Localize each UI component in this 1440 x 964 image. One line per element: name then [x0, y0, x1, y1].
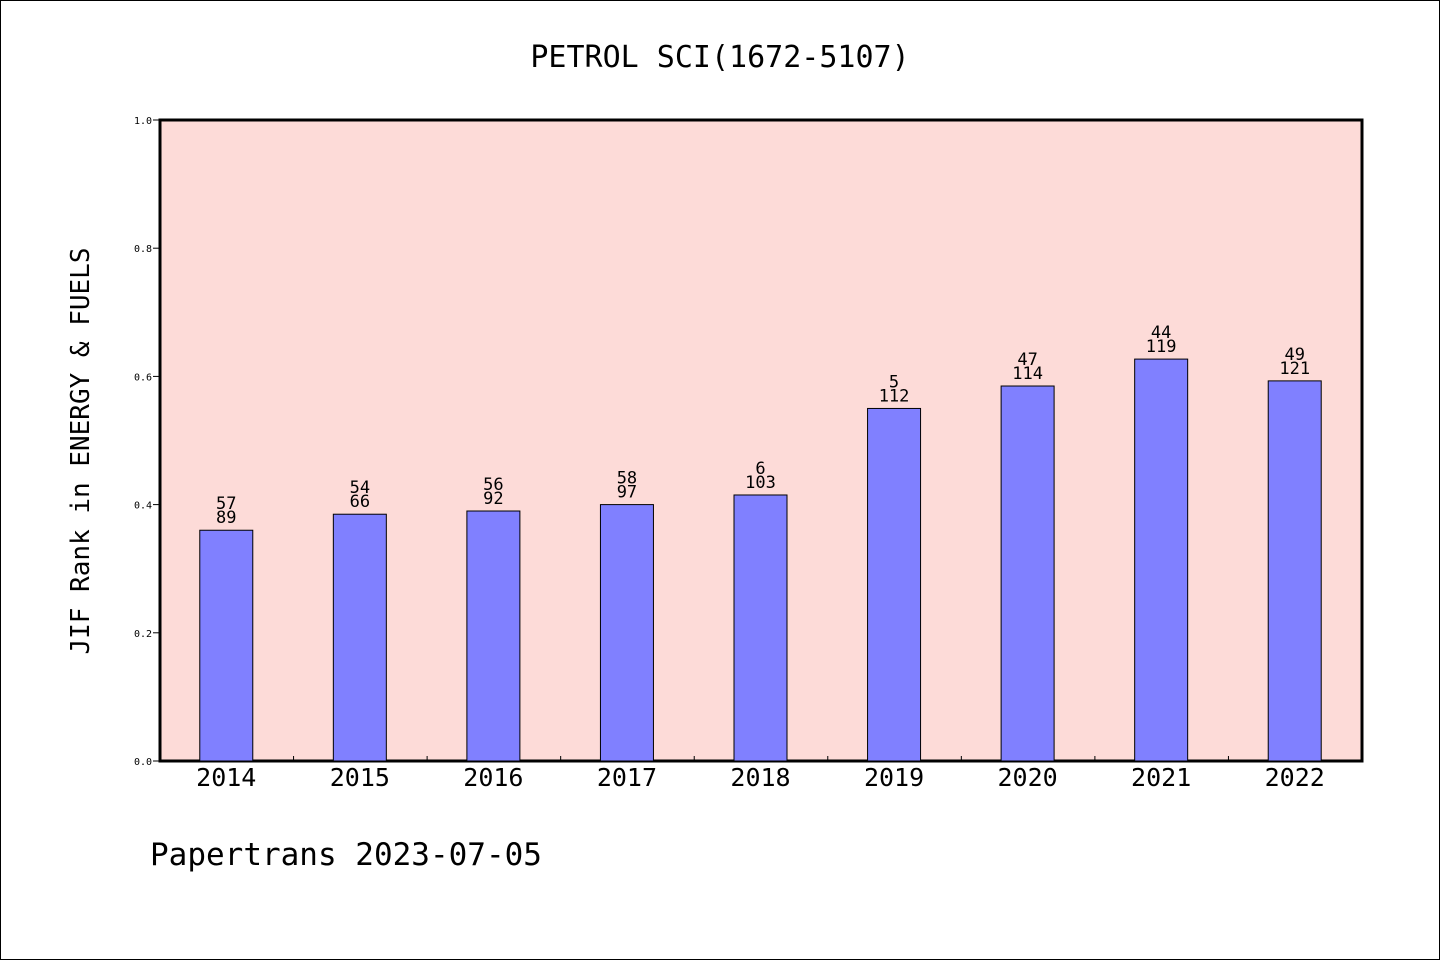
y-tick-label-0.8: 0.8	[134, 244, 152, 255]
bar-label-top-2021: 44	[1151, 323, 1171, 343]
y-tick-label-0.4: 0.4	[134, 501, 152, 512]
x-tick-label-2018: 2018	[730, 763, 790, 792]
bar-2015	[332, 513, 387, 762]
bar-label-top-2017: 58	[617, 469, 637, 489]
chart-title: PETROL SCI(1672-5107)	[530, 40, 909, 75]
x-tick-label-2014: 2014	[196, 763, 256, 792]
y-tick-label-0.2: 0.2	[134, 629, 152, 640]
bar-label-bottom-2014: 89	[216, 508, 236, 528]
bar-label-top-2015: 54	[350, 478, 370, 498]
bar-2021	[1134, 358, 1189, 762]
bar-label-top-2022: 49	[1284, 345, 1304, 365]
bar-label-top-2019: 5	[889, 372, 899, 392]
x-axis: 2014 2015 2016 2017 2018 2019 2020 2021 2022	[196, 756, 1325, 792]
x-tick-label-2017: 2017	[597, 763, 657, 792]
x-tick-label-2015: 2015	[330, 763, 390, 792]
x-tick-label-2021: 2021	[1131, 763, 1191, 792]
bar-2016	[466, 510, 521, 762]
bar-2017	[599, 504, 654, 762]
footer-text: Papertrans 2023-07-05	[150, 837, 542, 873]
bar-2020	[1000, 385, 1055, 762]
bar-label-top-2018: 6	[755, 459, 765, 479]
bar-2018	[733, 494, 788, 762]
y-tick-label-0.0: 0.0	[134, 757, 152, 768]
bar-label-top-2016: 56	[483, 475, 503, 495]
y-axis: 0.0 0.2 0.4 0.6 0.8 1.0	[134, 116, 160, 768]
bar-label-bottom-2020: 114	[1012, 364, 1043, 384]
y-tick-label-1.0: 1.0	[134, 116, 152, 127]
bar-label-bottom-2021: 119	[1146, 337, 1177, 357]
bar-label-bottom-2018: 103	[745, 473, 776, 493]
bar-label-bottom-2019: 112	[879, 386, 910, 406]
bar-2022	[1267, 380, 1322, 762]
y-tick-label-0.6: 0.6	[134, 372, 152, 383]
bar-label-bottom-2016: 92	[483, 489, 503, 509]
x-tick-label-2020: 2020	[998, 763, 1058, 792]
x-tick-label-2016: 2016	[463, 763, 523, 792]
y-axis-label: JIF Rank in ENERGY & FUELS	[66, 248, 96, 655]
bar-label-bottom-2022: 121	[1279, 359, 1310, 379]
bar-label-top-2020: 47	[1017, 350, 1037, 370]
bar-2019	[867, 407, 922, 762]
x-tick-label-2022: 2022	[1265, 763, 1325, 792]
bar-label-bottom-2017: 97	[617, 483, 637, 503]
bar-label-top-2014: 57	[216, 494, 236, 514]
bar-2014	[199, 529, 254, 762]
x-tick-label-2019: 2019	[864, 763, 924, 792]
bar-label-bottom-2015: 66	[350, 492, 370, 512]
